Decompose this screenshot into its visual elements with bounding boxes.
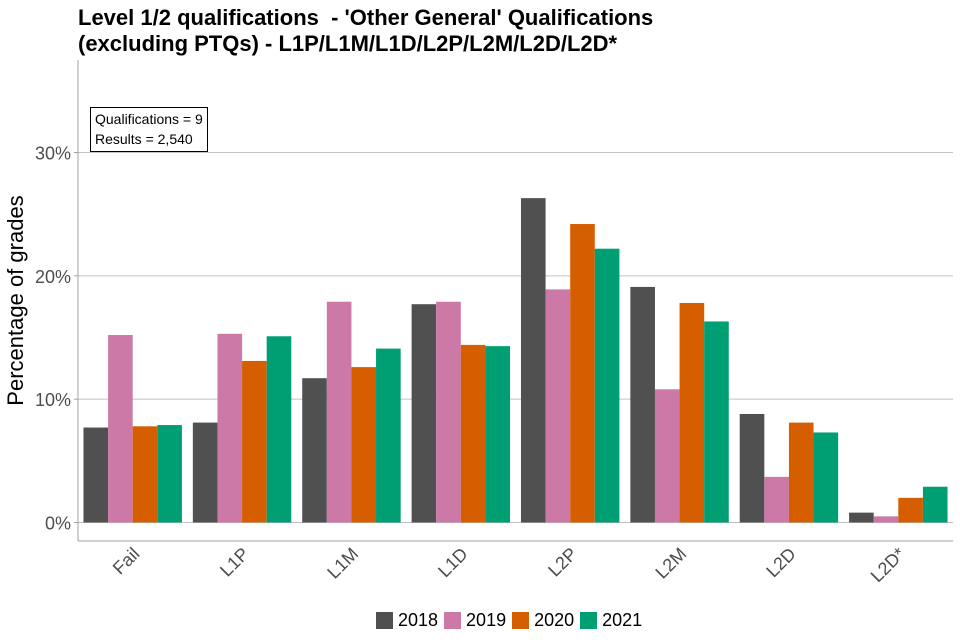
x-tick-label: L1D xyxy=(434,544,471,581)
bar-L1P-2018 xyxy=(192,422,218,523)
x-tick-label: L2D xyxy=(762,544,799,581)
y-tick-label: 30% xyxy=(35,144,71,164)
legend-swatch-2020 xyxy=(512,611,530,629)
legend-label-2019: 2019 xyxy=(466,609,507,630)
x-tick-label: L1P xyxy=(216,544,253,581)
y-tick-label: 20% xyxy=(35,267,71,287)
bar-L2P-2020 xyxy=(570,224,595,523)
chart-title: Level 1/2 qualifications - 'Other Genera… xyxy=(78,5,948,57)
legend-item-2021: 2021 xyxy=(580,610,642,631)
qualifications-count: Qualifications = 9 xyxy=(95,111,203,127)
legend-swatch-2018 xyxy=(376,611,393,629)
legend-label-2018: 2018 xyxy=(398,609,439,630)
bar-L2D*-2018 xyxy=(849,512,874,523)
chart-title-line-2: (excluding PTQs) - L1P/L1M/L1D/L2P/L2M/L… xyxy=(78,31,618,56)
legend-swatch-2021 xyxy=(580,611,598,629)
y-axis-title: Percentage of grades xyxy=(3,195,28,405)
bar-L2M-2018 xyxy=(630,286,655,523)
bar-L1D-2018 xyxy=(411,304,437,523)
bar-L1D-2020 xyxy=(460,344,486,523)
x-tick-label: L2D* xyxy=(867,544,909,586)
bar-L2M-2021 xyxy=(704,321,729,523)
y-tick-label: 10% xyxy=(35,390,71,410)
x-tick-label: L2M xyxy=(651,544,690,583)
bar-L1M-2021 xyxy=(376,348,401,523)
bar-L2P-2019 xyxy=(545,289,571,523)
bar-Fail-2019 xyxy=(108,335,133,523)
y-tick-label: 0% xyxy=(45,514,71,534)
x-tick-label: Fail xyxy=(109,544,144,579)
legend: 2018 2019 2020 2021 xyxy=(376,608,648,632)
bar-L2M-2019 xyxy=(654,389,680,523)
bar-L2D*-2020 xyxy=(898,497,923,523)
bar-L2P-2021 xyxy=(594,248,620,523)
bar-L2D*-2021 xyxy=(922,486,948,523)
legend-label-2020: 2020 xyxy=(534,609,575,630)
x-tick-label: L1M xyxy=(323,544,362,583)
legend-item-2018: 2018 xyxy=(376,610,438,631)
legend-swatch-2019 xyxy=(444,611,462,629)
bar-L1P-2019 xyxy=(217,333,243,523)
bar-L2D*-2019 xyxy=(873,516,899,523)
bar-L1M-2020 xyxy=(351,367,377,523)
legend-item-2020: 2020 xyxy=(512,610,574,631)
bar-L1M-2019 xyxy=(326,301,352,523)
bar-L2P-2018 xyxy=(520,198,546,523)
bar-L1P-2020 xyxy=(242,360,267,523)
bar-L2D-2018 xyxy=(739,413,765,523)
bar-L1D-2019 xyxy=(436,301,461,523)
results-count: Results = 2,540 xyxy=(95,131,193,147)
bar-L2D-2021 xyxy=(813,432,839,523)
x-tick-label: L2P xyxy=(544,544,581,581)
bar-L1D-2021 xyxy=(485,346,511,523)
bar-L2D-2019 xyxy=(764,476,789,523)
bar-L1M-2018 xyxy=(302,378,327,523)
bar-L2M-2020 xyxy=(679,302,705,523)
legend-label-2021: 2021 xyxy=(602,609,643,630)
bar-L2D-2020 xyxy=(788,422,814,523)
chart-title-line-1: Level 1/2 qualifications - 'Other Genera… xyxy=(78,5,654,30)
info-box: Qualifications = 9 Results = 2,540 xyxy=(90,107,208,152)
legend-item-2019: 2019 xyxy=(444,610,506,631)
bar-L1P-2021 xyxy=(266,336,292,523)
bar-Fail-2020 xyxy=(132,426,158,523)
bar-Fail-2018 xyxy=(83,427,109,523)
bar-Fail-2021 xyxy=(157,425,182,523)
